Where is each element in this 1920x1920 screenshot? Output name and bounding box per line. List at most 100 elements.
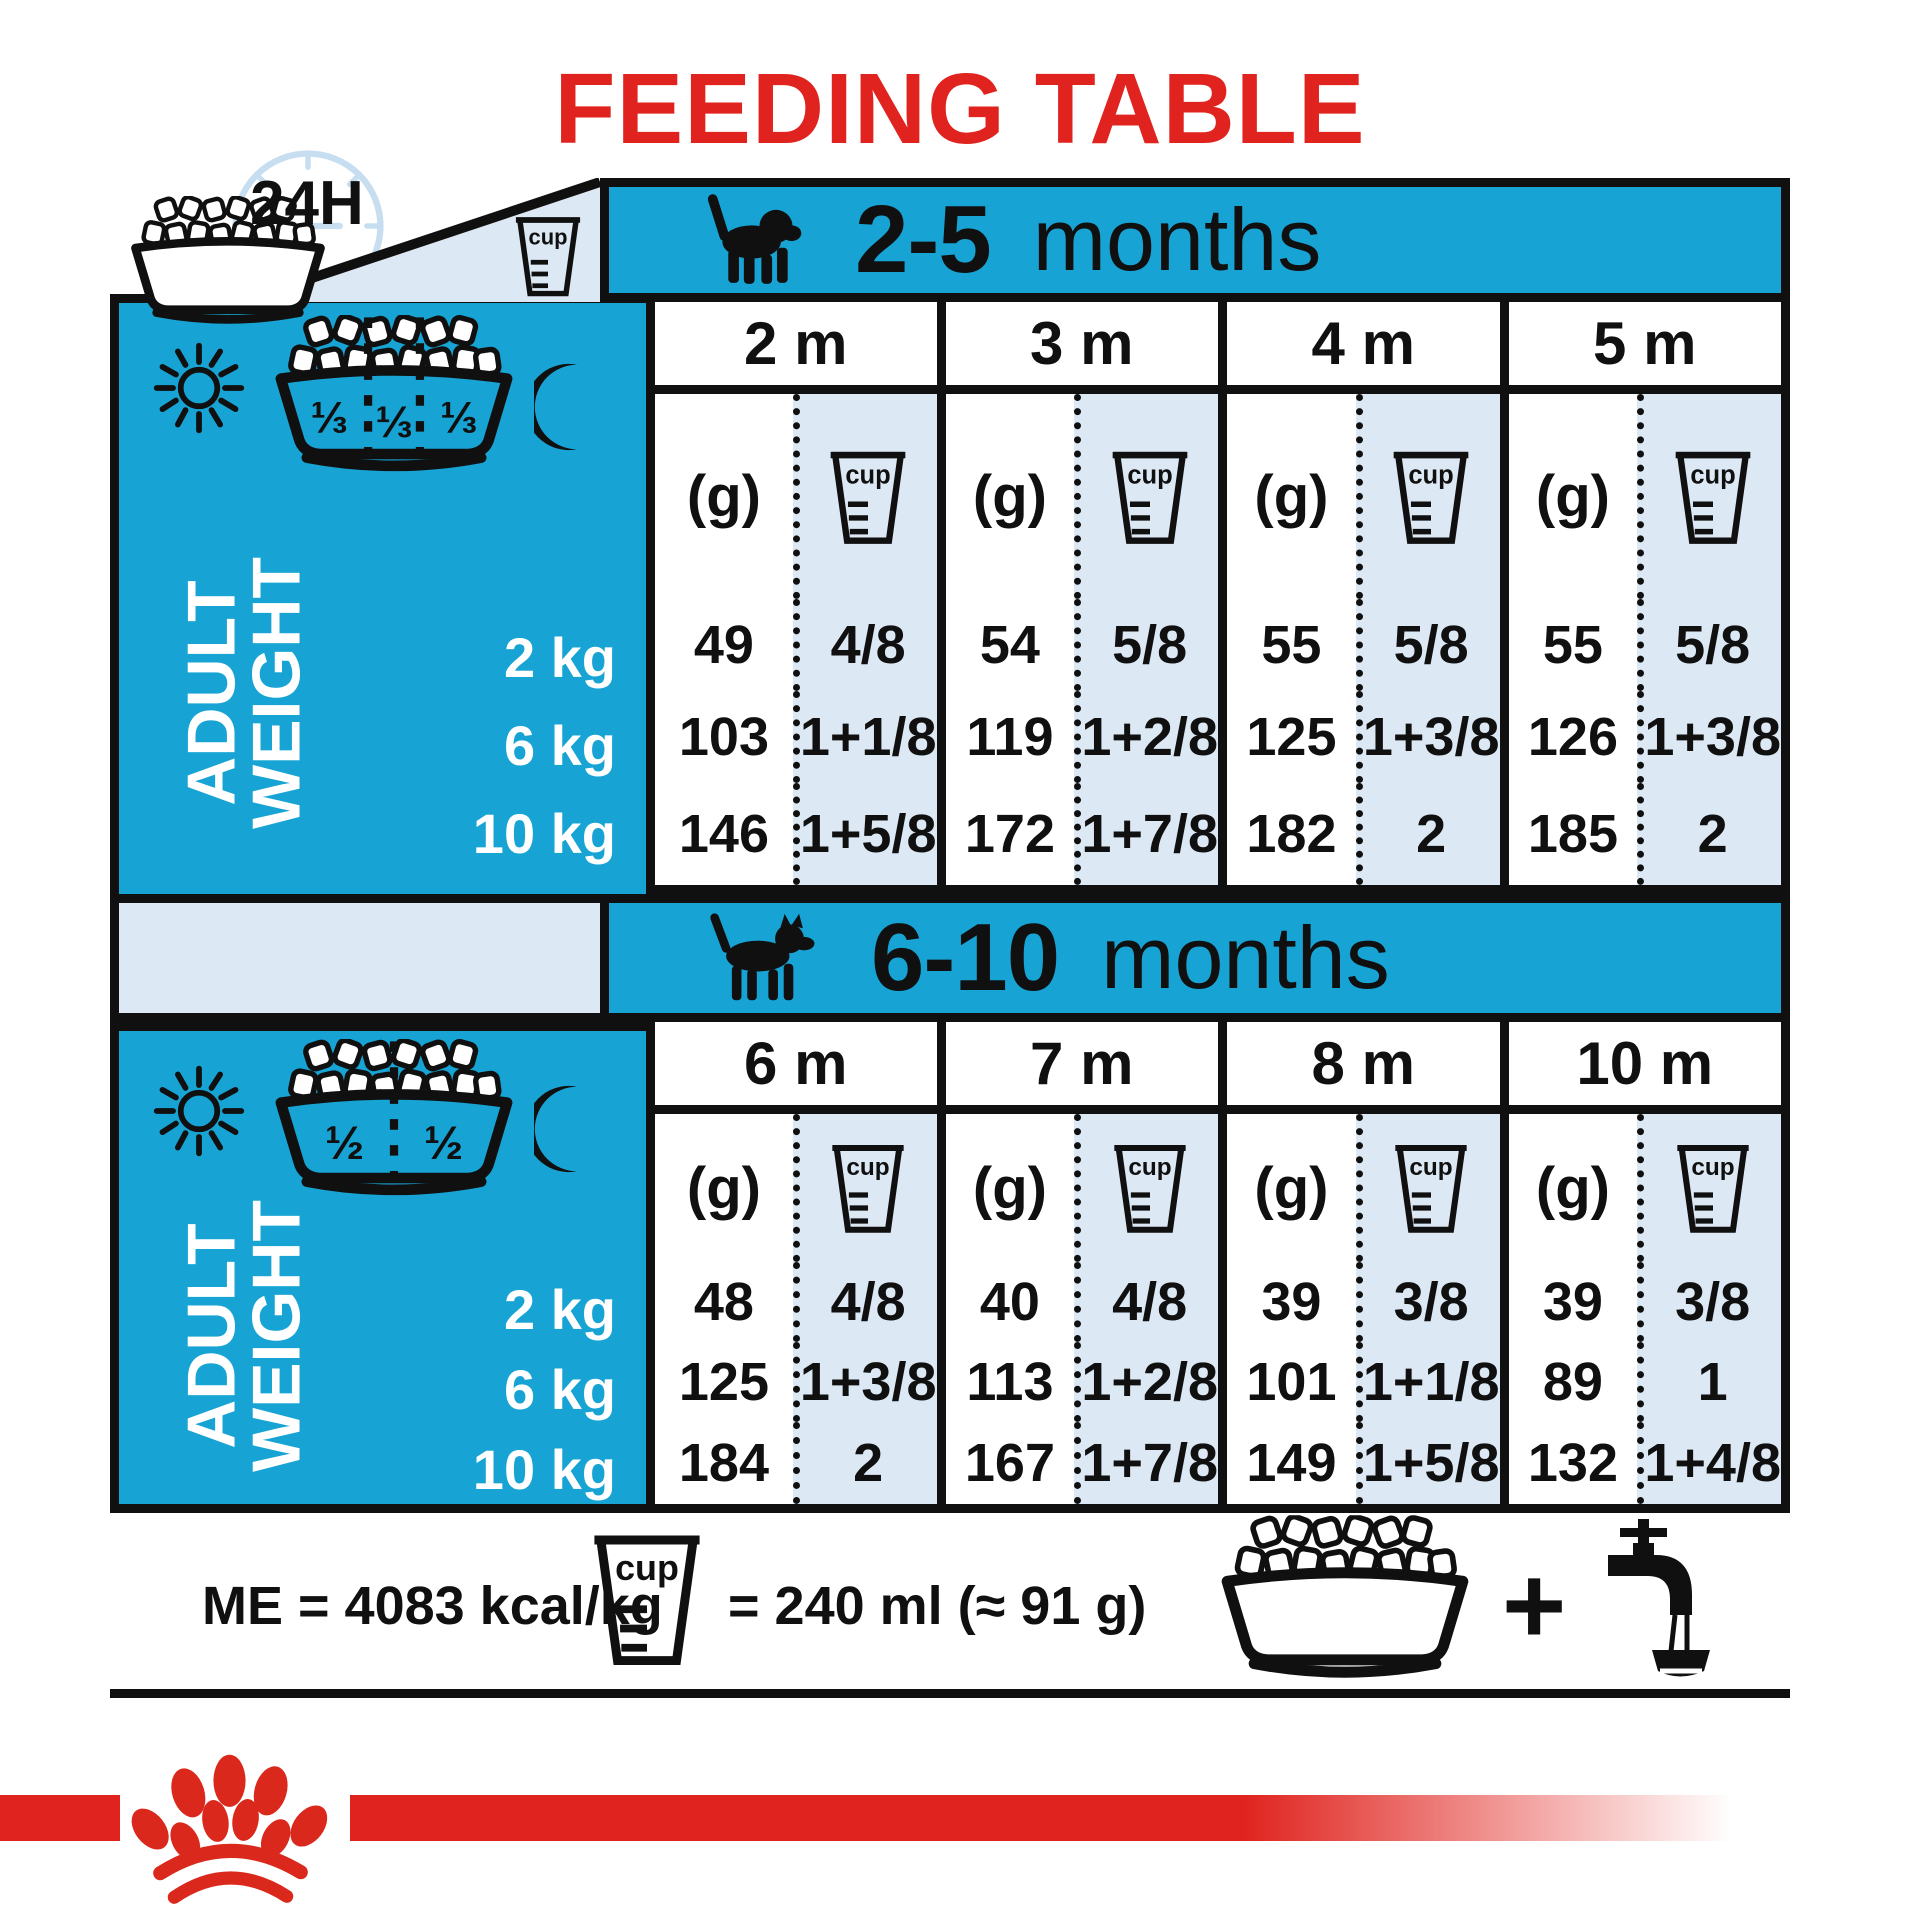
cup-value: 1+4/8 — [1637, 1422, 1781, 1504]
month-column-2m: (g) 49 4/8 103 1+1/8 146 1+5/8 — [655, 394, 937, 885]
grams-value: 126 — [1527, 707, 1618, 767]
month-header: 5 m — [1499, 302, 1782, 385]
gap-block — [110, 894, 600, 1022]
month-header: 4 m — [1218, 302, 1500, 385]
age-unit: months — [1101, 908, 1390, 1007]
grams-value: 125 — [678, 1352, 769, 1412]
weight-6kg-label: 6 kg — [503, 714, 616, 777]
data-grid-2-5-months: (g) 49 4/8 103 1+1/8 146 1+5/8 (g) 54 5/… — [655, 394, 1790, 894]
cup-value: 1+3/8 — [1355, 691, 1500, 783]
cup-header-icon — [828, 1139, 908, 1237]
water-tap-icon — [1572, 1519, 1722, 1684]
adult-weight-label: ADULT WEIGHT — [139, 1171, 349, 1501]
month-header-row-1: 2 m 3 m 4 m 5 m — [655, 302, 1790, 394]
month-header: 7 m — [936, 1022, 1219, 1105]
grams-value: 113 — [966, 1352, 1054, 1412]
cup-header-icon — [1673, 1139, 1753, 1237]
footer-info-row: ME = 4083 kcal/kg = 240 ml (≈ 91 g) + — [110, 1513, 1790, 1698]
age-band-2-5-months: 2-5 months — [600, 178, 1790, 302]
sun-icon — [149, 338, 249, 438]
grams-header: (g) — [972, 1155, 1047, 1221]
month-column-3m: (g) 54 5/8 119 1+2/8 172 1+7/8 — [936, 394, 1218, 885]
cup-value: 1 — [1637, 1342, 1781, 1422]
cup-equivalence-label: = 240 ml (≈ 91 g) — [728, 1576, 1147, 1636]
cup-value: 2 — [1355, 783, 1500, 885]
age-unit: months — [1032, 190, 1322, 289]
month-column-6m: (g) 48 4/8 125 1+3/8 184 2 — [655, 1114, 937, 1504]
grams-value: 103 — [678, 707, 769, 767]
adult-weight-label: ADULT WEIGHT — [139, 478, 349, 908]
grams-value: 40 — [979, 1272, 1040, 1332]
cup-value: 1+7/8 — [1074, 1422, 1218, 1504]
cup-value: 1+1/8 — [792, 691, 937, 783]
weight-10kg-label: 10 kg — [472, 802, 616, 865]
weight-2kg-label: 2 kg — [503, 1278, 616, 1341]
month-header: 6 m — [744, 1030, 848, 1097]
grams-value: 89 — [1542, 1352, 1603, 1412]
cup-value: 5/8 — [1355, 599, 1500, 691]
cup-header-icon — [1389, 446, 1473, 548]
grams-value: 149 — [1246, 1433, 1337, 1493]
cup-value: 2 — [1637, 783, 1781, 885]
grams-header: (g) — [686, 464, 761, 529]
cup-value: 5/8 — [1637, 599, 1781, 691]
age-band-6-10-months: 6-10 months — [600, 894, 1790, 1022]
cup-header-icon — [826, 446, 910, 548]
grams-value: 39 — [1542, 1272, 1603, 1332]
food-bowl-icon — [1210, 1515, 1480, 1687]
adult-word: ADULT — [173, 1223, 250, 1449]
grams-value: 125 — [1246, 707, 1337, 767]
cup-value: 4/8 — [792, 599, 937, 691]
month-header: 10 m — [1499, 1022, 1782, 1105]
grams-value: 182 — [1246, 804, 1337, 864]
month-column-4m: (g) 55 5/8 125 1+3/8 182 2 — [1218, 394, 1500, 885]
adult-dog-silhouette-icon — [701, 910, 829, 1006]
plus-icon: + — [1502, 1544, 1567, 1667]
month-column-10m: (g) 39 3/8 89 1 132 1+4/8 — [1499, 1114, 1781, 1504]
royal-canin-paw-logo — [112, 1740, 348, 1912]
measuring-cup-icon — [512, 212, 584, 300]
cup-header-icon — [1108, 446, 1192, 548]
month-header: 2 m — [744, 310, 848, 377]
cup-header-icon — [1671, 446, 1755, 548]
cup-value: 2 — [792, 1422, 937, 1504]
cup-value: 1+1/8 — [1355, 1342, 1500, 1422]
cup-header-icon — [1110, 1139, 1190, 1237]
fraction-label: ½ — [424, 1116, 463, 1169]
grams-value: 172 — [964, 804, 1055, 864]
portion-bowl-thirds-icon: ⅓ ⅓ ⅓ — [264, 315, 524, 480]
fraction-label: ⅓ — [311, 393, 348, 443]
grams-value: 132 — [1527, 1433, 1618, 1493]
grams-value: 48 — [693, 1272, 754, 1332]
weight-word: WEIGHT — [238, 557, 314, 829]
adult-word: ADULT — [173, 580, 250, 806]
measuring-cup-icon — [588, 1527, 706, 1671]
weight-6kg-label: 6 kg — [503, 1358, 616, 1421]
moon-icon — [534, 361, 592, 453]
cup-value: 1+7/8 — [1074, 783, 1218, 885]
weight-10kg-label: 10 kg — [472, 1438, 616, 1501]
cup-value: 3/8 — [1637, 1262, 1781, 1342]
cup-value: 4/8 — [1074, 1262, 1218, 1342]
grams-value: 55 — [1542, 615, 1603, 675]
grams-value: 101 — [1246, 1352, 1337, 1412]
weight-word: WEIGHT — [238, 1200, 314, 1472]
hours-24h-label: 24H — [250, 169, 364, 238]
grams-header: (g) — [686, 1155, 761, 1221]
sidebar-section-2: ½ ½ ADULT WEIGHT 2 kg 6 kg 10 kg — [110, 1022, 655, 1513]
grams-header: (g) — [1535, 1155, 1610, 1221]
month-header: 8 m — [1218, 1022, 1500, 1105]
cup-value: 4/8 — [792, 1262, 937, 1342]
grams-value: 146 — [678, 804, 769, 864]
cup-value: 1+2/8 — [1074, 691, 1218, 783]
brand-stripe-right — [350, 1795, 1790, 1841]
fraction-label: ½ — [325, 1116, 364, 1169]
cup-value: 1+2/8 — [1074, 1342, 1218, 1422]
weight-2kg-label: 2 kg — [503, 626, 616, 689]
month-column-7m: (g) 40 4/8 113 1+2/8 167 1+7/8 — [936, 1114, 1218, 1504]
month-column-5m: (g) 55 5/8 126 1+3/8 185 2 — [1499, 394, 1781, 885]
puppy-silhouette-icon — [701, 191, 813, 289]
cup-value: 3/8 — [1355, 1262, 1500, 1342]
grams-value: 49 — [693, 615, 754, 675]
me-kcal-label: ME = 4083 kcal/kg — [202, 1576, 663, 1636]
